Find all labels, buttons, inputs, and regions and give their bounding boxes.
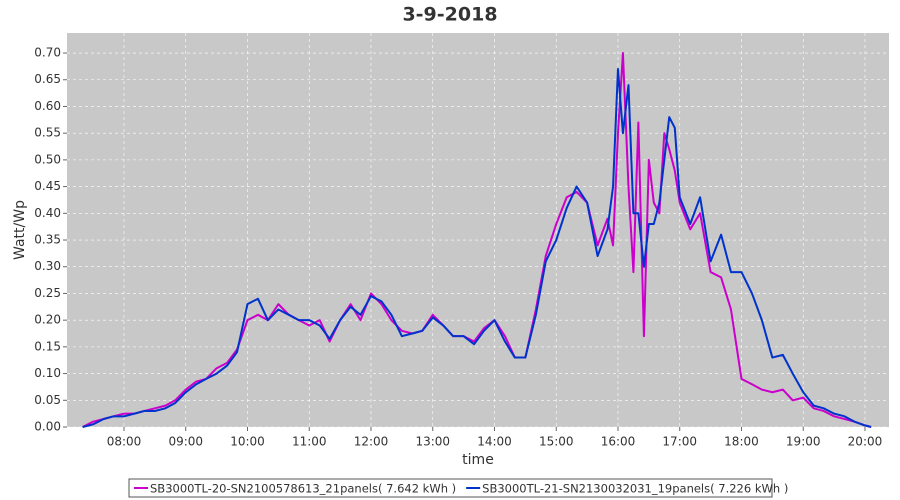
y-tick-label: 0.20 (34, 313, 61, 327)
y-tick-label: 0.05 (34, 393, 61, 407)
y-tick-label: 0.00 (34, 420, 61, 434)
x-tick-label: 15:00 (539, 435, 574, 449)
y-tick-label: 0.55 (34, 126, 61, 140)
y-tick-label: 0.50 (34, 152, 61, 166)
y-tick-label: 0.10 (34, 366, 61, 380)
plot-area (67, 33, 889, 427)
y-tick-label: 0.35 (34, 233, 61, 247)
legend-label: SB3000TL-21-SN2130032031_19panels( 7.226… (482, 482, 788, 496)
x-tick-label: 19:00 (786, 435, 821, 449)
legend-label: SB3000TL-20-SN2100578613_21panels( 7.642… (150, 482, 456, 496)
y-tick-label: 0.60 (34, 99, 61, 113)
x-tick-label: 13:00 (415, 435, 450, 449)
x-tick-label: 16:00 (601, 435, 636, 449)
x-tick-label: 09:00 (168, 435, 203, 449)
x-tick-label: 10:00 (230, 435, 265, 449)
y-axis-label: Watt/Wp (12, 200, 28, 260)
y-tick-label: 0.45 (34, 179, 61, 193)
y-tick-label: 0.25 (34, 286, 61, 300)
x-tick-label: 12:00 (354, 435, 389, 449)
x-axis-label: time (462, 452, 494, 468)
y-tick-label: 0.70 (34, 46, 61, 60)
y-tick-label: 0.15 (34, 339, 61, 353)
legend (128, 478, 773, 498)
y-tick-label: 0.40 (34, 206, 61, 220)
x-tick-label: 18:00 (724, 435, 759, 449)
series-line (82, 68, 872, 428)
x-tick-label: 11:00 (292, 435, 327, 449)
x-tick-label: 14:00 (477, 435, 512, 449)
chart-title: 3-9-2018 (402, 4, 497, 26)
y-tick-label: 0.65 (34, 72, 61, 86)
x-tick-label: 08:00 (107, 435, 142, 449)
y-tick-label: 0.30 (34, 259, 61, 273)
x-tick-label: 20:00 (848, 435, 883, 449)
x-tick-label: 17:00 (662, 435, 697, 449)
